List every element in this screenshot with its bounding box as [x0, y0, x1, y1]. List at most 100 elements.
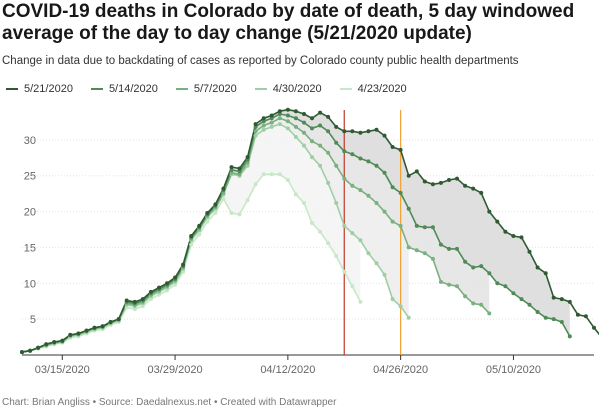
data-point — [326, 150, 331, 155]
data-point — [197, 232, 202, 237]
data-point — [92, 325, 97, 330]
data-point — [334, 254, 339, 258]
data-point — [358, 238, 363, 243]
data-point — [60, 338, 65, 343]
data-point — [438, 180, 443, 185]
data-point — [36, 345, 41, 350]
data-point — [293, 124, 298, 129]
data-point — [398, 190, 403, 195]
data-point — [326, 114, 331, 119]
data-point — [173, 282, 178, 287]
data-point — [438, 279, 443, 284]
data-point — [406, 206, 411, 211]
data-point — [205, 211, 210, 215]
x-tick-label: 04/12/2020 — [260, 364, 315, 376]
data-point — [519, 235, 524, 240]
data-point — [366, 193, 371, 198]
data-point — [318, 123, 323, 128]
data-point — [52, 340, 57, 345]
data-point — [261, 172, 266, 177]
data-point — [374, 201, 379, 205]
series-points — [20, 107, 596, 355]
data-point — [422, 179, 427, 184]
y-tick-label: 25 — [24, 171, 36, 183]
data-point — [269, 113, 274, 118]
data-point — [285, 113, 290, 118]
chart-title: COVID-19 deaths in Colorado by date of d… — [2, 1, 575, 44]
legend-swatch — [6, 88, 18, 90]
data-point — [535, 310, 540, 314]
data-point — [374, 127, 379, 132]
data-point — [253, 133, 258, 138]
data-point — [310, 126, 314, 131]
data-point — [390, 219, 395, 224]
data-point — [197, 223, 202, 228]
data-point — [592, 325, 596, 330]
data-point — [342, 176, 347, 181]
data-point — [326, 180, 331, 185]
data-point — [366, 159, 371, 164]
data-point — [205, 219, 210, 224]
data-point — [479, 302, 484, 307]
data-point — [277, 112, 282, 116]
data-point — [438, 242, 443, 247]
legend-label: 5/14/2020 — [108, 83, 158, 95]
data-point — [318, 110, 323, 115]
data-point — [414, 223, 419, 228]
data-point — [285, 107, 290, 112]
data-point — [229, 168, 234, 172]
data-point — [398, 304, 403, 309]
data-point — [100, 324, 105, 329]
data-point — [245, 163, 250, 168]
chart-footer: Chart: Brian Angliss • Source: Daedalnex… — [2, 397, 337, 408]
data-point — [277, 116, 282, 121]
gap-shading — [22, 109, 570, 353]
data-point — [551, 317, 556, 322]
data-point — [503, 229, 508, 234]
data-point — [124, 298, 129, 303]
data-point — [261, 119, 266, 124]
data-point — [148, 297, 153, 302]
data-point — [189, 242, 194, 247]
data-point — [277, 122, 282, 127]
y-tick-label: 10 — [24, 278, 36, 290]
data-point — [285, 119, 290, 124]
data-point — [173, 275, 178, 280]
data-point — [318, 143, 323, 148]
data-point — [519, 297, 524, 302]
y-tick-label: 5 — [30, 314, 36, 326]
data-point — [148, 289, 153, 294]
data-point — [455, 176, 459, 181]
legend-swatch — [254, 88, 267, 90]
data-point — [455, 246, 459, 251]
data-point — [350, 152, 355, 157]
data-point — [463, 294, 468, 299]
data-point — [277, 172, 282, 177]
legend-swatch — [175, 88, 188, 90]
data-point — [229, 211, 234, 215]
data-point — [245, 157, 250, 162]
data-point — [132, 299, 137, 304]
data-point — [471, 186, 476, 191]
data-point — [293, 116, 298, 121]
data-point — [358, 130, 363, 135]
data-point — [358, 156, 363, 161]
data-point — [124, 305, 129, 310]
data-point — [302, 201, 306, 205]
data-point — [390, 297, 395, 302]
legend-item: 5/7/2020 — [172, 83, 237, 95]
data-point — [543, 271, 548, 276]
data-point — [229, 165, 234, 170]
y-tick-label: 30 — [24, 135, 36, 147]
data-point — [108, 320, 113, 324]
data-point — [140, 297, 145, 302]
data-point — [318, 163, 323, 168]
data-point — [479, 190, 484, 195]
data-point — [487, 311, 492, 316]
data-point — [527, 249, 532, 254]
x-tick-label: 05/10/2020 — [486, 364, 541, 376]
data-point — [302, 120, 306, 125]
data-point — [269, 124, 274, 129]
gap-area — [22, 114, 490, 353]
data-point — [583, 314, 588, 319]
